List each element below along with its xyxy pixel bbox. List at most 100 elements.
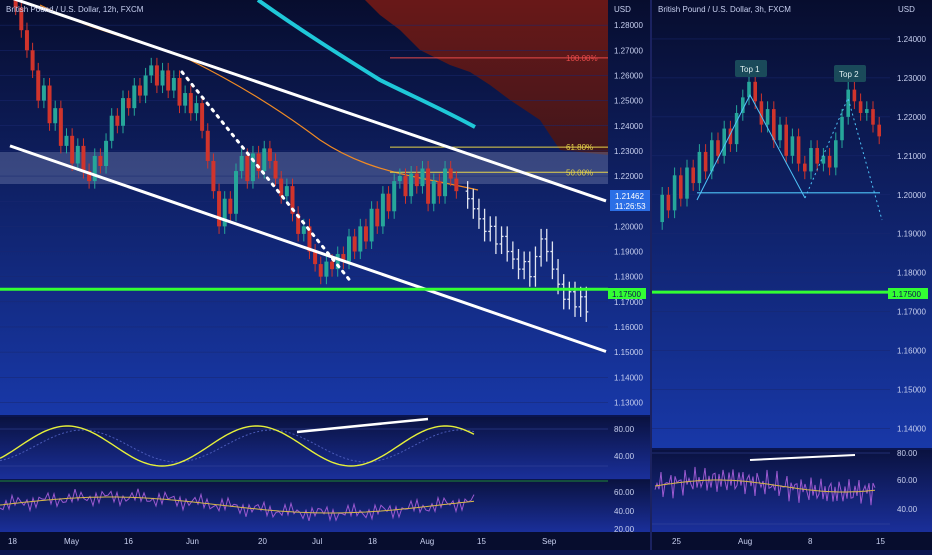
left-price-tick: 1.15000 — [614, 348, 643, 357]
left-price-tick: 1.26000 — [614, 71, 643, 80]
candle-body — [81, 145, 86, 172]
right-candle-body — [803, 163, 807, 172]
candle-body — [47, 85, 52, 124]
right-candle-body — [852, 89, 857, 102]
left-price-tick: 1.16000 — [614, 323, 643, 332]
candle-body — [104, 140, 109, 166]
right-candle-body — [660, 194, 664, 223]
candle-body — [358, 226, 363, 252]
candle-body — [160, 70, 165, 86]
candle-body — [273, 160, 278, 179]
right-candle-body — [759, 101, 764, 125]
candle-body — [24, 30, 29, 51]
projection-bars — [465, 181, 589, 322]
candle-body — [171, 77, 176, 91]
right-price-tick: 1.15000 — [897, 386, 926, 395]
left-price-tick: 1.19000 — [614, 248, 643, 257]
left-time-tick: Jul — [312, 537, 322, 546]
candle-body — [414, 173, 419, 187]
candle-body — [75, 145, 80, 164]
candle-body — [70, 135, 75, 164]
candle-body — [239, 155, 244, 172]
right-price-tick: 1.17000 — [897, 308, 926, 317]
candle-body — [109, 115, 114, 141]
osc1-main-line — [0, 425, 475, 467]
candle-body — [92, 155, 97, 182]
dotted-trendline[interactable] — [180, 70, 354, 285]
left-price-tick: 1.23000 — [614, 147, 643, 156]
right-price-tick: 1.19000 — [897, 230, 926, 239]
right-candle-body — [728, 128, 733, 145]
candle-body — [149, 65, 154, 76]
left-time-tick: 16 — [124, 537, 133, 546]
time-axis-strip — [0, 532, 932, 550]
resistance-zone — [0, 152, 608, 184]
candle-body — [143, 75, 148, 96]
left-time-tick: 18 — [8, 537, 17, 546]
right-candle-body — [685, 167, 689, 199]
right-candle-body — [834, 140, 838, 168]
candle-body — [307, 226, 312, 252]
stochastic-oscillator — [0, 425, 608, 467]
right-candle-body — [821, 155, 826, 164]
right-time-tick: 15 — [876, 537, 885, 546]
candle-body — [392, 181, 397, 212]
osc2-axis-20: 20.00 — [614, 525, 635, 534]
rsi-oscillator — [0, 480, 608, 522]
current-price-value: 1.21462 — [615, 192, 644, 201]
candle-body — [53, 108, 58, 124]
current-price-tag — [610, 190, 650, 211]
support-price-tag-left — [608, 288, 646, 299]
candle-body — [234, 171, 238, 214]
right-candle-body — [679, 175, 683, 199]
right-oscillator — [652, 452, 890, 525]
right-candle-body — [858, 101, 863, 113]
top1-label-box — [735, 60, 767, 77]
channel-lower-line[interactable] — [9, 144, 607, 353]
candle-body — [443, 168, 448, 197]
candle-body — [454, 178, 459, 192]
osc3-axis-60: 60.00 — [897, 476, 918, 485]
right-price-tick: 1.22000 — [897, 113, 926, 122]
fib-label: 50.00% — [566, 168, 593, 177]
channel-upper-line[interactable] — [10, 0, 607, 203]
candle-body — [369, 208, 374, 242]
candle-body — [318, 264, 323, 277]
right-candle-body — [722, 128, 726, 156]
candle-body — [324, 261, 329, 277]
right-price-axis: 1.24000 1.23000 1.22000 1.21000 1.20000 1.190… — [897, 35, 926, 434]
left-time-tick: Sep — [542, 537, 557, 546]
top1-pattern-line — [696, 93, 806, 201]
left-price-tick: 1.18000 — [614, 273, 643, 282]
left-price-tick: 1.25000 — [614, 97, 643, 106]
fib-label: 61.80% — [566, 143, 593, 152]
left-chart-title: British Pound / U.S. Dollar, 12h, FXCM — [6, 5, 144, 14]
osc2-axis-60: 60.00 — [614, 488, 635, 497]
candle-body — [211, 160, 216, 192]
right-divergence-line[interactable] — [749, 454, 856, 461]
candle-body — [228, 198, 233, 214]
candle-body — [13, 0, 18, 8]
candle-body — [245, 155, 250, 182]
right-price-pane — [652, 0, 932, 448]
right-price-tick: 1.16000 — [897, 347, 926, 356]
left-time-tick: 15 — [477, 537, 486, 546]
right-candle-body — [716, 140, 720, 156]
right-candle-body — [796, 136, 801, 164]
top1-label: Top 1 — [740, 65, 760, 74]
oscillator-divergence-line[interactable] — [296, 417, 429, 434]
right-currency-label: USD — [898, 5, 915, 14]
right-oscillator-pane — [652, 450, 932, 532]
candle-body — [386, 193, 391, 212]
top2-label-box — [834, 65, 866, 82]
support-price-left: 1.17500 — [612, 290, 641, 299]
candle-body — [448, 168, 453, 179]
candle-body — [403, 176, 408, 197]
candle-body — [375, 208, 380, 227]
left-price-tick: 1.28000 — [614, 21, 643, 30]
right-candle-body — [691, 167, 695, 184]
left-rsi-pane — [0, 480, 650, 532]
right-time-tick: Aug — [738, 537, 752, 546]
right-candle-body — [865, 109, 869, 113]
